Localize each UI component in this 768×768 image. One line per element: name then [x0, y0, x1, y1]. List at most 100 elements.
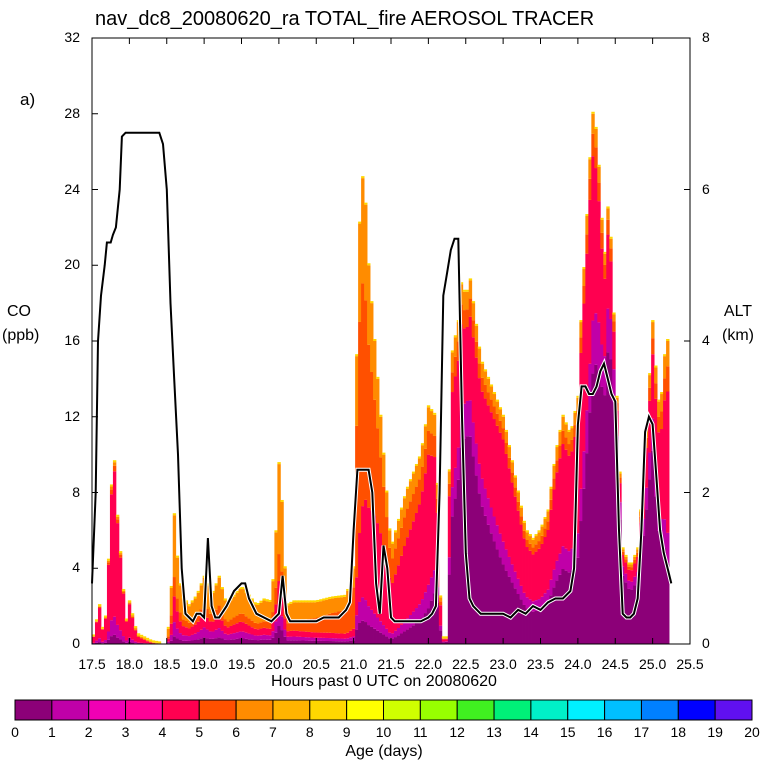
co-bar-segment: [540, 543, 544, 597]
co-bar-segment: [217, 637, 221, 644]
co-bar-cap: [393, 530, 398, 533]
co-bar-segment: [504, 431, 509, 444]
x-tick-label: 23.5: [526, 656, 555, 672]
co-bar-segment: [417, 504, 422, 605]
co-bar-segment: [313, 640, 317, 644]
co-bar-segment: [229, 633, 233, 640]
co-bar-segment: [328, 632, 332, 639]
colorbar-tick-label: 10: [375, 724, 392, 740]
co-bar-segment: [187, 622, 192, 629]
co-bar-segment: [579, 352, 583, 489]
co-bar-segment: [447, 557, 452, 575]
co-bar-cap: [657, 399, 661, 402]
co-bar-segment: [555, 460, 559, 473]
co-bar-cap: [268, 599, 272, 602]
co-bar-segment: [295, 640, 299, 644]
co-bar-segment: [570, 439, 574, 452]
co-bar-segment: [268, 622, 272, 629]
co-bar-segment: [429, 433, 434, 456]
colorbar-tick-label: 9: [342, 724, 351, 740]
co-bar-segment: [666, 563, 670, 644]
co-bar-segment: [663, 548, 667, 644]
co-bar-segment: [337, 638, 341, 642]
co-bar-segment: [337, 633, 341, 639]
co-bar-segment: [316, 640, 320, 644]
co-bar-segment: [361, 620, 365, 644]
co-bar-segment: [507, 576, 511, 644]
co-bar-cap: [660, 392, 664, 395]
co-bar-segment: [630, 567, 634, 571]
co-bar-segment: [507, 556, 511, 577]
co-bar-cap: [301, 600, 305, 603]
co-bar-segment: [426, 407, 431, 431]
co-bar-cap: [525, 530, 529, 533]
co-bar-segment: [262, 627, 266, 635]
co-bar-cap: [573, 410, 577, 413]
co-bar-segment: [355, 615, 359, 630]
co-bar-segment: [328, 613, 332, 633]
co-bar-segment: [444, 641, 449, 644]
co-bar-segment: [549, 509, 553, 580]
co-bar-segment: [250, 600, 254, 621]
colorbar-swatch: [493, 699, 532, 721]
y-left-tick-label: 24: [64, 180, 80, 197]
co-bar-segment: [519, 516, 523, 525]
co-bar-cap: [124, 618, 129, 621]
co-bar-cap: [522, 520, 526, 523]
co-bar-segment: [570, 428, 574, 440]
co-bar-segment: [543, 519, 547, 529]
co-bar-cap: [579, 320, 583, 323]
co-bar-segment: [217, 577, 221, 606]
co-bar-segment: [474, 475, 479, 644]
co-bar-cap: [172, 513, 177, 516]
co-bar-segment: [118, 630, 123, 640]
co-bar-segment: [220, 612, 224, 621]
co-bar-segment: [414, 512, 419, 609]
colorbar-tick-label: 15: [559, 724, 576, 740]
co-bar-segment: [606, 308, 610, 353]
co-bar-segment: [361, 597, 365, 621]
co-bar-segment: [513, 571, 517, 589]
co-bar-segment: [492, 394, 497, 407]
co-bar-cap: [214, 583, 218, 586]
co-bar-segment: [103, 617, 108, 619]
co-bar-segment: [420, 445, 425, 467]
co-bar-cap: [92, 634, 96, 637]
y-left-tick-label: 12: [64, 407, 80, 424]
co-bar-segment: [516, 594, 520, 644]
co-bar-cap: [337, 595, 341, 598]
co-bar-segment: [531, 539, 535, 548]
co-bar-segment: [606, 219, 610, 235]
co-bar-segment: [471, 422, 476, 457]
co-bar-segment: [438, 597, 443, 602]
co-bar-segment: [307, 631, 311, 638]
co-bar-segment: [558, 574, 562, 644]
co-bar-segment: [256, 640, 260, 644]
co-bar-cap: [465, 289, 470, 292]
co-bar-cap: [256, 602, 260, 605]
co-bar-segment: [184, 635, 189, 641]
co-bar-segment: [109, 494, 114, 621]
co-bar-cap: [453, 335, 458, 338]
co-bar-segment: [385, 560, 389, 629]
co-bar-segment: [181, 635, 186, 641]
co-bar-cap: [651, 320, 655, 323]
co-bar-segment: [561, 546, 565, 570]
co-bar-cap: [100, 626, 105, 629]
co-bar-segment: [564, 548, 568, 571]
co-bar-segment: [112, 462, 117, 466]
colorbar-swatch: [346, 699, 384, 721]
co-bar-segment: [603, 264, 607, 279]
co-bar-segment: [292, 630, 296, 637]
co-bar-segment: [286, 631, 290, 637]
co-bar-segment: [172, 596, 177, 623]
co-bar-segment: [280, 595, 284, 617]
co-bar-segment: [570, 451, 574, 549]
co-bar-segment: [501, 416, 506, 429]
co-bar-segment: [627, 580, 631, 589]
co-bar-segment: [127, 602, 132, 604]
co-bar-segment: [396, 520, 401, 539]
co-bar-segment: [220, 638, 224, 644]
co-bar-segment: [510, 482, 514, 565]
co-bar-segment: [196, 621, 201, 633]
